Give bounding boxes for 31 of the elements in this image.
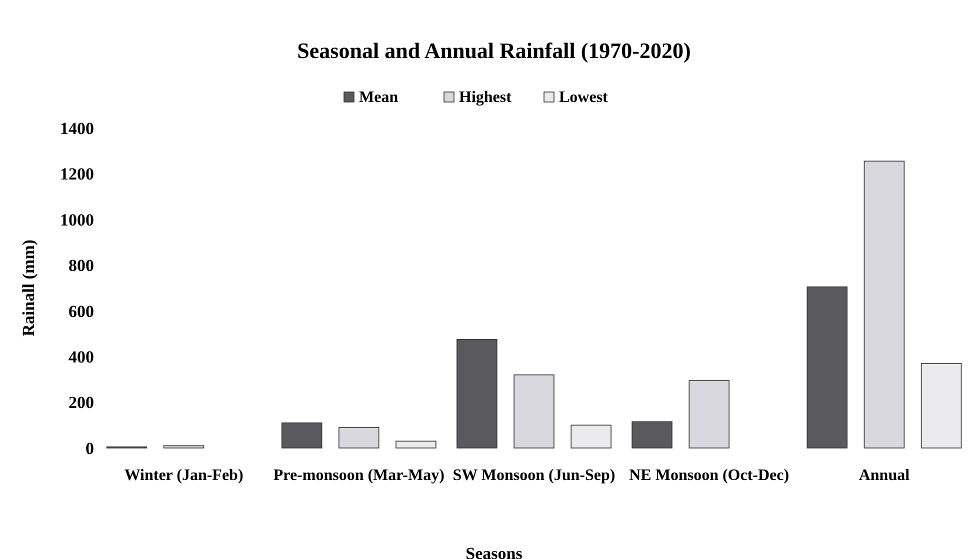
x-tick-label: Annual (858, 467, 910, 484)
y-tick-label: 600 (68, 302, 94, 321)
x-tick-label: NE Monsoon (Oct-Dec) (629, 467, 790, 484)
x-axis-title: Seasons (466, 544, 523, 559)
chart-title: Seasonal and Annual Rainfall (1970-2020) (297, 38, 691, 63)
x-tick-label: Pre-monsoon (Mar-May) (273, 467, 444, 484)
bar (396, 440, 436, 448)
legend-label: Lowest (559, 89, 609, 106)
bar (514, 374, 554, 448)
y-tick-label: 1400 (60, 118, 94, 138)
bar (864, 160, 905, 448)
y-tick-label: 800 (68, 256, 94, 276)
y-tick-label: 1200 (60, 164, 94, 184)
x-tick-label: SW Monsoon (Jun-Sep) (452, 467, 616, 484)
y-tick-label: 0 (86, 438, 94, 458)
y-axis-title: Rainall (mm) (19, 240, 38, 336)
y-tick-label: 1000 (60, 210, 94, 230)
y-tick-label: 400 (68, 348, 94, 367)
bar (163, 445, 204, 448)
bar (688, 380, 730, 448)
y-tick-label: 200 (68, 393, 94, 412)
bar (338, 427, 380, 448)
bar (281, 422, 322, 448)
bar (456, 339, 498, 448)
bar (570, 424, 612, 448)
legend-label: Highest (459, 89, 512, 106)
bar (806, 286, 848, 448)
legend-label: Mean (359, 89, 398, 106)
bar (920, 363, 962, 448)
x-tick-label: Winter (Jan-Feb) (124, 467, 244, 484)
bar (632, 421, 672, 448)
